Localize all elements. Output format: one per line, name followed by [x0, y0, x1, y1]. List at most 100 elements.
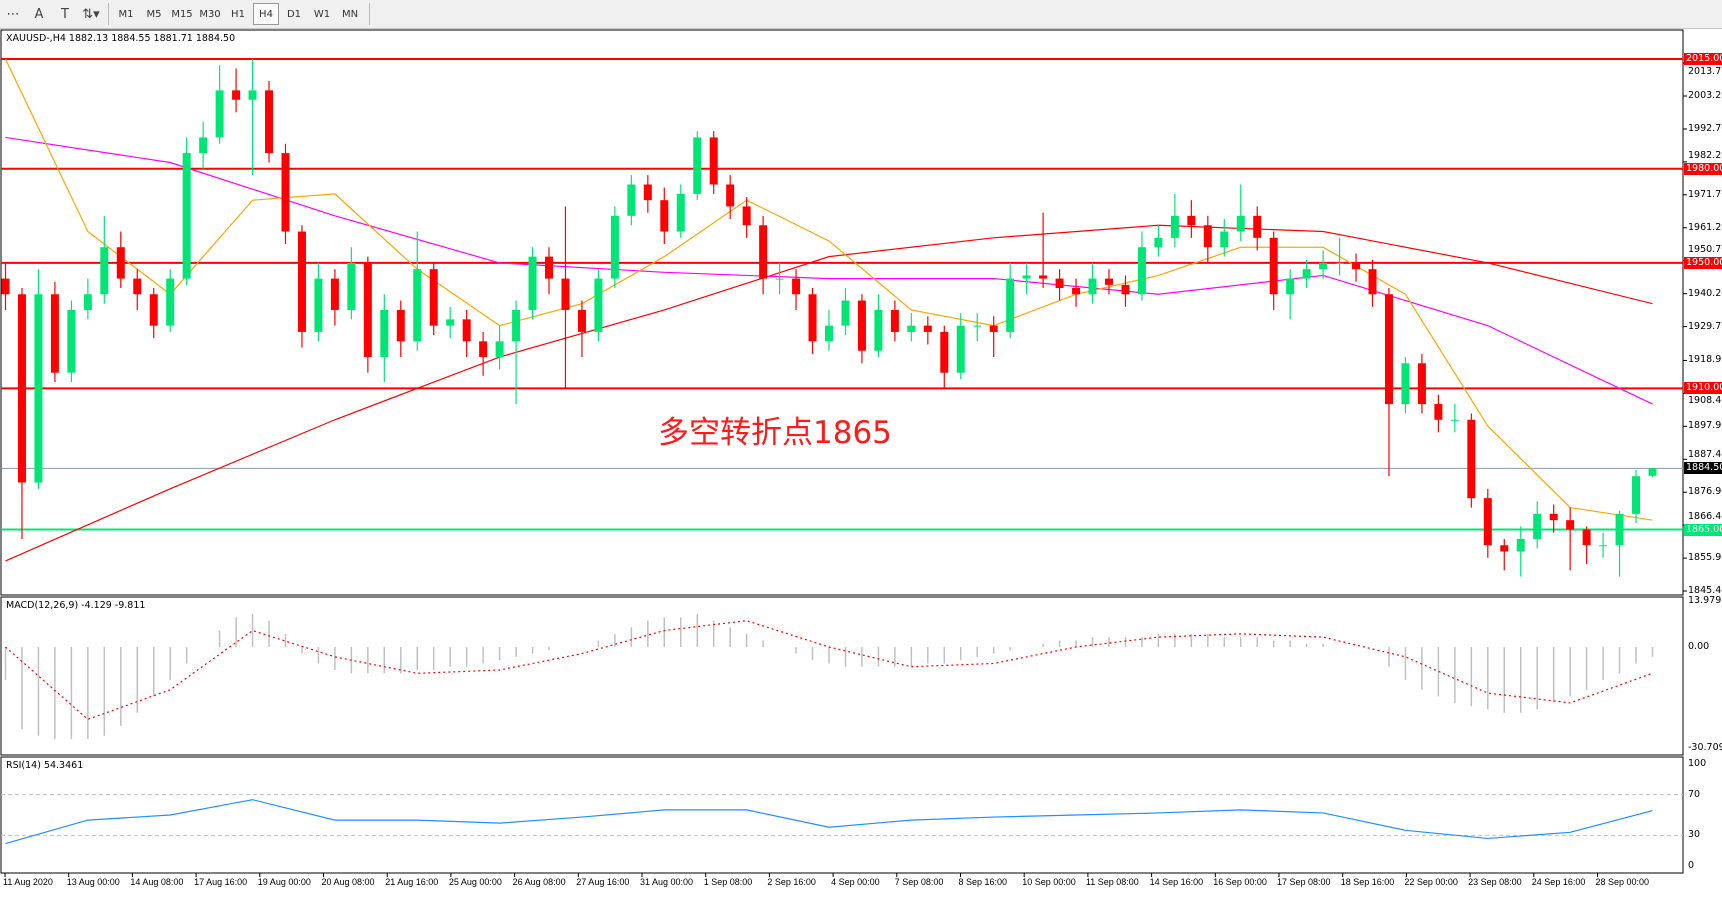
- chart-legend: XAUUSD-,H4 1882.13 1884.55 1881.71 1884.…: [6, 33, 236, 44]
- candle-body: [1, 278, 10, 295]
- timeframe-m5-button[interactable]: M5: [146, 8, 162, 20]
- candle-body: [857, 300, 866, 351]
- candle-body: [116, 247, 125, 279]
- candle-body: [1599, 545, 1608, 547]
- level-price-label: 1910.00: [1684, 382, 1722, 395]
- time-axis-label: 1 Sep 08:00: [703, 877, 753, 887]
- candle-body: [1352, 262, 1361, 270]
- candle-body: [726, 184, 735, 207]
- candle-body: [462, 319, 471, 342]
- candle-body: [1088, 278, 1097, 295]
- price-tick-label: 1918.90: [1688, 354, 1722, 366]
- price-tick-label: 1887.40: [1688, 449, 1722, 461]
- time-axis-label: 14 Sep 16:00: [1149, 877, 1204, 887]
- candle-body: [512, 309, 521, 342]
- rsi-legend: RSI(14) 54.3461: [6, 760, 84, 771]
- candle-body: [215, 90, 224, 138]
- candle-body: [1286, 278, 1295, 295]
- time-axis-label: 7 Sep 08:00: [894, 877, 944, 887]
- time-axis-label: 2 Sep 16:00: [767, 877, 816, 887]
- timeframe-m30-button[interactable]: M30: [199, 8, 221, 20]
- level-price-label: 2015.00: [1684, 53, 1722, 65]
- time-axis-label: 31 Aug 00:00: [640, 877, 694, 887]
- level-price-label: 1950.00: [1684, 256, 1722, 269]
- time-axis-label: 24 Sep 16:00: [1531, 877, 1586, 887]
- candle-body: [100, 247, 109, 295]
- candle-body: [330, 278, 339, 310]
- candle-body: [1154, 237, 1163, 248]
- candle-body: [1072, 288, 1081, 295]
- text-box-icon[interactable]: T: [61, 6, 69, 22]
- price-tick-label: 1950.70: [1688, 243, 1722, 255]
- candle-body: [363, 262, 372, 358]
- text-label-icon[interactable]: A: [34, 6, 44, 22]
- chart-canvas[interactable]: [0, 29, 1722, 897]
- candle-body: [1302, 269, 1311, 279]
- candle-body: [50, 294, 59, 373]
- candle-body: [825, 325, 833, 342]
- time-axis-label: 11 Aug 2020: [3, 877, 53, 887]
- candle-body: [149, 294, 158, 326]
- rsi-axis-label: 70: [1688, 788, 1701, 800]
- price-tick-label: 2013.70: [1688, 66, 1722, 77]
- time-axis-label: 18 Sep 16:00: [1340, 877, 1395, 887]
- candle-body: [989, 325, 998, 332]
- candle-body: [874, 309, 883, 351]
- macd-legend: MACD(12,26,9) -4.129 -9.811: [6, 600, 146, 611]
- price-tick-label: 1897.90: [1688, 420, 1722, 432]
- candle-body: [709, 137, 718, 185]
- candle-body: [347, 262, 356, 310]
- candle-body: [1236, 215, 1245, 232]
- candle-body: [67, 309, 76, 373]
- candle-body: [594, 278, 603, 332]
- candle-body: [1187, 215, 1196, 226]
- rsi-axis-label: 0: [1688, 860, 1695, 871]
- candle-body: [1516, 538, 1525, 552]
- candle-body: [1467, 419, 1476, 499]
- candle-body: [1648, 468, 1657, 476]
- candle-body: [907, 325, 916, 332]
- price-tick-label: 1908.40: [1688, 395, 1722, 407]
- time-axis-label: 13 Aug 00:00: [66, 877, 120, 887]
- timeframe-h4-button[interactable]: H4: [253, 3, 279, 25]
- timeframe-w1-button[interactable]: W1: [313, 8, 331, 20]
- candle-body: [429, 269, 438, 326]
- candle-body: [1632, 476, 1641, 514]
- candle-body: [1022, 275, 1031, 279]
- candle-body: [940, 331, 949, 373]
- time-axis-label: 20 Aug 08:00: [321, 877, 375, 887]
- candle-body: [1039, 275, 1048, 279]
- arrows-icon[interactable]: ⇅▾: [82, 6, 100, 22]
- toolbar: ⋯ A T ⇅▾ M1 M5 M15 M30 H1 H4 D1 W1 MN: [0, 0, 1722, 29]
- price-tick-label: 2003.20: [1688, 90, 1722, 102]
- candle-body: [841, 300, 850, 326]
- time-axis-label: 8 Sep 16:00: [958, 877, 1008, 887]
- candle-body: [1401, 363, 1410, 405]
- macd-axis-label: 0.00: [1688, 641, 1710, 652]
- time-axis-label: 17 Aug 16:00: [194, 877, 248, 887]
- candle-body: [742, 206, 751, 226]
- candle-body: [1269, 237, 1278, 295]
- candle-body: [1450, 419, 1459, 421]
- candle-body: [1137, 247, 1146, 295]
- grid-lines-icon[interactable]: ⋯: [6, 6, 20, 22]
- candle-body: [923, 325, 932, 332]
- candle-body: [248, 90, 257, 100]
- time-axis-label: 4 Sep 00:00: [831, 877, 880, 887]
- timeframe-m15-button[interactable]: M15: [171, 8, 193, 20]
- price-tick-label: 1866.40: [1688, 510, 1722, 522]
- timeframe-m1-button[interactable]: M1: [118, 8, 134, 20]
- toolbar-separator: [108, 3, 109, 25]
- price-tick-label: 1876.90: [1688, 486, 1722, 498]
- candle-body: [1319, 262, 1328, 270]
- candle-body: [232, 90, 241, 100]
- macd-panel-frame: [0, 596, 1684, 756]
- time-axis-label: 22 Sep 00:00: [1404, 877, 1458, 887]
- timeframe-h1-button[interactable]: H1: [231, 8, 245, 20]
- price-tick-label: 1971.70: [1688, 188, 1722, 200]
- time-axis-label: 23 Sep 08:00: [1468, 877, 1522, 887]
- time-axis-label: 25 Aug 00:00: [448, 877, 502, 887]
- timeframe-mn-button[interactable]: MN: [341, 8, 359, 20]
- candle-body: [1533, 513, 1542, 539]
- timeframe-d1-button[interactable]: D1: [286, 8, 302, 20]
